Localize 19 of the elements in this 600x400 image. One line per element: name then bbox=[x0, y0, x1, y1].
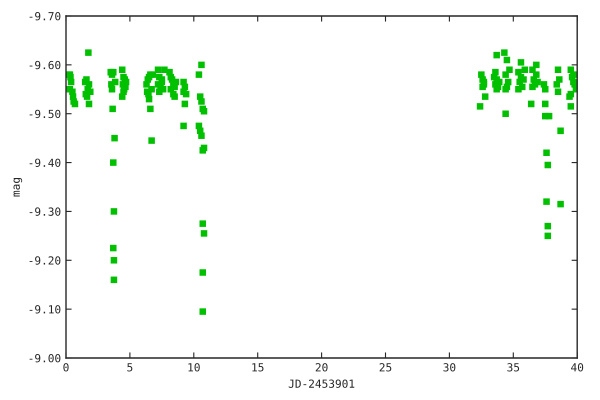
x-tick-label: 35 bbox=[507, 363, 520, 372]
y-tick-label: -9.60 bbox=[30, 60, 60, 70]
y-tick-label: -9.10 bbox=[30, 305, 60, 314]
y-tick-label: -9.70 bbox=[30, 12, 60, 20]
x-tick-label: 5 bbox=[127, 363, 132, 372]
y-tick-label: -9.50 bbox=[30, 110, 60, 118]
x-axis-title: JD-2453901 bbox=[288, 379, 354, 388]
y-tick-label: -9.30 bbox=[30, 207, 60, 216]
x-tick-label: 15 bbox=[252, 363, 264, 372]
x-tick-label: 30 bbox=[443, 363, 456, 372]
x-tick-label: 0 bbox=[63, 363, 69, 372]
y-tick-label: -9.20 bbox=[30, 256, 60, 265]
x-tick-label: 10 bbox=[188, 363, 200, 372]
y-axis-title: mag bbox=[14, 178, 22, 196]
x-tick-label: 25 bbox=[380, 363, 392, 372]
y-tick-label: -9.00 bbox=[30, 354, 60, 362]
y-tick-label: -9.40 bbox=[30, 158, 60, 167]
x-tick-label: 20 bbox=[316, 363, 328, 372]
x-tick-label: 40 bbox=[571, 363, 584, 372]
